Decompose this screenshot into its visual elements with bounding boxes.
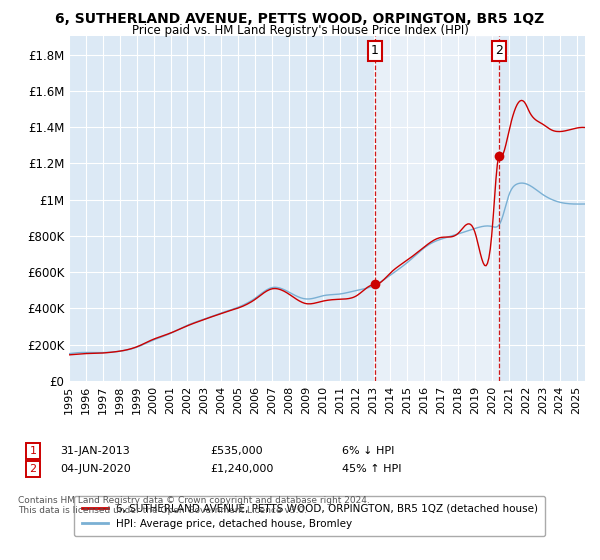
Text: £1,240,000: £1,240,000 [210, 464, 274, 474]
Text: 6% ↓ HPI: 6% ↓ HPI [342, 446, 394, 456]
Text: 04-JUN-2020: 04-JUN-2020 [60, 464, 131, 474]
Text: Contains HM Land Registry data © Crown copyright and database right 2024.
This d: Contains HM Land Registry data © Crown c… [18, 496, 370, 515]
Text: 1: 1 [371, 44, 379, 58]
Text: Price paid vs. HM Land Registry's House Price Index (HPI): Price paid vs. HM Land Registry's House … [131, 24, 469, 36]
Text: £535,000: £535,000 [210, 446, 263, 456]
Text: 2: 2 [29, 464, 37, 474]
Text: 45% ↑ HPI: 45% ↑ HPI [342, 464, 401, 474]
Text: 2: 2 [495, 44, 503, 58]
Text: 31-JAN-2013: 31-JAN-2013 [60, 446, 130, 456]
Text: 6, SUTHERLAND AVENUE, PETTS WOOD, ORPINGTON, BR5 1QZ: 6, SUTHERLAND AVENUE, PETTS WOOD, ORPING… [55, 12, 545, 26]
Text: 1: 1 [29, 446, 37, 456]
Legend: 6, SUTHERLAND AVENUE, PETTS WOOD, ORPINGTON, BR5 1QZ (detached house), HPI: Aver: 6, SUTHERLAND AVENUE, PETTS WOOD, ORPING… [74, 496, 545, 536]
Bar [375, 36, 499, 381]
